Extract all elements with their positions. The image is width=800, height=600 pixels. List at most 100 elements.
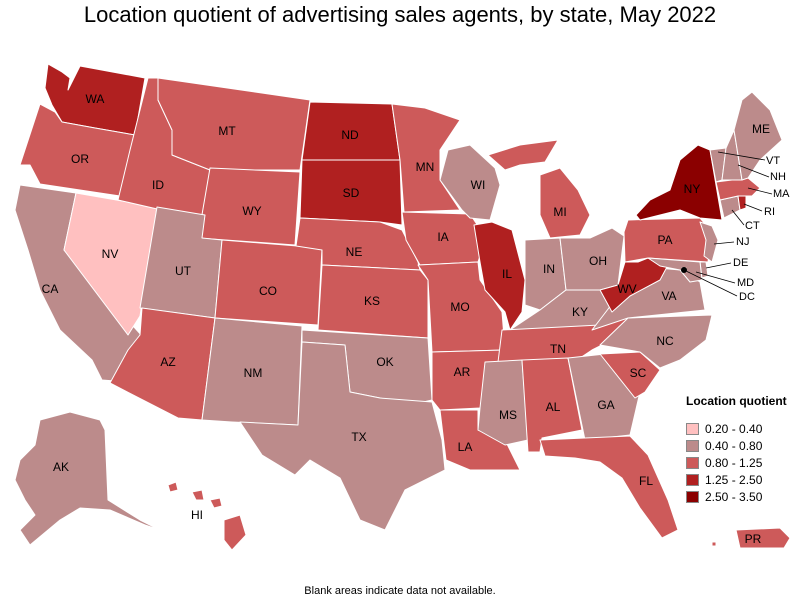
label-SD: SD [343,186,360,200]
legend-swatch [686,473,699,486]
label-UT: UT [175,264,192,278]
legend-item: 0.80 - 1.25 [686,454,796,471]
leader-DC [683,269,738,297]
leader-CT [731,209,745,226]
label-VA: VA [661,289,676,303]
label-PA: PA [657,233,672,247]
state-CO[interactable] [214,239,323,326]
state-LA[interactable] [439,409,521,471]
label-AR: AR [454,365,471,379]
label-MS: MS [499,408,517,422]
state-RI[interactable] [737,195,747,211]
legend-swatch [686,490,699,503]
state-MI[interactable] [487,139,591,239]
label-LA: LA [458,440,473,454]
state-IL[interactable] [473,221,526,331]
label-DE: DE [733,257,748,269]
label-WA: WA [86,92,105,106]
label-RI: RI [764,206,775,218]
label-MI: MI [553,205,566,219]
state-MD[interactable] [647,257,703,283]
state-SD[interactable] [299,159,403,226]
map-title: Location quotient of advertising sales a… [83,2,717,27]
label-NY: NY [684,182,701,196]
legend-label: 0.20 - 0.40 [705,421,763,436]
state-KS[interactable] [317,264,429,339]
legend-swatch [686,422,699,435]
legend-swatch [686,456,699,469]
label-NH: NH [770,171,786,183]
state-TX[interactable] [239,341,446,531]
legend-item: 0.20 - 0.40 [686,420,796,437]
label-KS: KS [364,294,380,308]
label-MD: MD [737,277,754,289]
label-MA: MA [773,188,790,200]
state-AK[interactable] [14,411,161,546]
label-NJ: NJ [736,236,749,248]
label-VT: VT [766,155,780,167]
legend-item: 1.25 - 2.50 [686,471,796,488]
label-HI: HI [191,508,203,522]
label-DC: DC [739,291,755,303]
state-ME[interactable] [733,91,783,181]
label-ID: ID [152,178,164,192]
leader-MD [695,271,736,284]
legend-item: 0.40 - 0.80 [686,437,796,454]
dc-marker [681,267,687,273]
label-CA: CA [42,282,59,296]
label-AK: AK [53,460,69,474]
state-NC[interactable] [599,314,713,369]
leader-MA [747,187,773,195]
state-SC[interactable] [599,351,661,399]
state-HI[interactable] [167,481,247,551]
label-NM: NM [244,366,263,380]
state-WI[interactable] [439,144,501,221]
state-PR[interactable] [711,527,791,549]
label-NE: NE [346,245,363,259]
label-TX: TX [351,430,366,444]
state-MS[interactable] [477,359,529,446]
leader-VT [717,151,766,161]
legend-swatch [686,439,699,452]
legend: Location quotient 0.20 - 0.40 0.40 - 0.8… [686,394,796,505]
label-MN: MN [416,160,435,174]
label-ME: ME [752,122,770,136]
label-CT: CT [745,220,760,232]
leader-DE [705,262,732,269]
state-WA[interactable] [44,63,146,136]
label-FL: FL [639,474,653,488]
legend-label: 2.50 - 3.50 [705,489,763,504]
state-FL[interactable] [539,435,679,539]
label-WI: WI [471,178,486,192]
legend-title: Location quotient [686,394,787,408]
label-AZ: AZ [160,355,175,369]
label-CO: CO [259,284,277,298]
state-NY[interactable] [635,144,723,221]
label-PR: PR [745,532,762,546]
label-KY: KY [572,305,588,319]
label-IA: IA [437,230,448,244]
label-OR: OR [71,152,89,166]
label-OK: OK [376,355,393,369]
label-TN: TN [550,342,566,356]
label-IL: IL [502,267,512,281]
label-SC: SC [630,366,647,380]
label-WY: WY [242,204,261,218]
label-MO: MO [450,300,469,314]
label-AL: AL [546,400,561,414]
label-NV: NV [102,247,119,261]
leader-RI [743,203,763,212]
legend-label: 0.40 - 0.80 [705,438,763,453]
footnote: Blank areas indicate data not available. [304,585,496,597]
label-IN: IN [543,262,555,276]
label-OH: OH [589,254,607,268]
state-NJ[interactable] [699,221,719,263]
legend-label: 0.80 - 1.25 [705,455,763,470]
leader-NJ [713,241,735,245]
legend-item: 2.50 - 3.50 [686,488,796,505]
label-WV: WV [617,282,636,296]
label-NC: NC [656,334,674,348]
label-GA: GA [597,398,614,412]
label-MT: MT [218,124,236,138]
